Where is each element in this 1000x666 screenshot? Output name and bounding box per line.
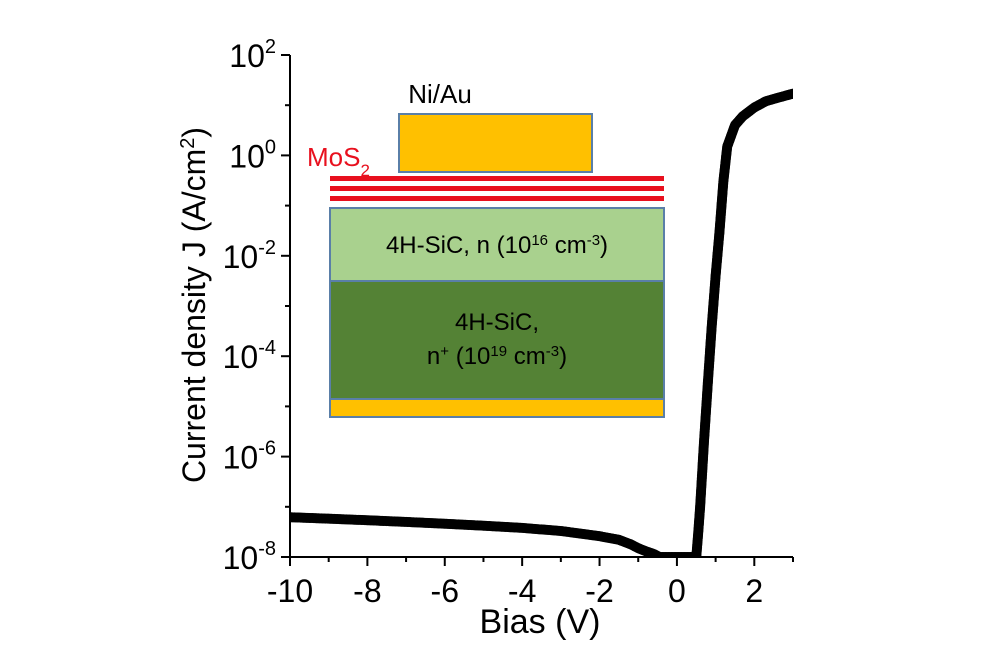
y-tick-label: 10 — [229, 38, 265, 74]
nplus-layer — [329, 280, 665, 400]
x-tick-label: -4 — [508, 573, 536, 609]
x-tick-label: -10 — [267, 573, 313, 609]
top-contact — [398, 113, 593, 173]
y-tick-label: 10 — [223, 440, 259, 476]
mos2-label: MoS2 — [307, 142, 370, 180]
mos2-layers — [330, 176, 664, 201]
y-axis-title: Current density J (A/cm2) — [176, 127, 212, 483]
bottom-contact — [329, 398, 665, 418]
data-series — [290, 88, 793, 557]
y-tick-label: 10 — [229, 138, 265, 174]
y-tick-exponent: -4 — [258, 337, 276, 359]
mos2-layer — [330, 176, 664, 181]
nplus-layer-label-line1: 4H-SiC, — [455, 309, 539, 336]
y-tick-label: 10 — [223, 540, 259, 576]
y-tick-exponent: -6 — [258, 438, 276, 460]
nplus-layer-label-line2: n+ (1019 cm-3) — [427, 343, 567, 371]
x-tick-label: -2 — [585, 573, 613, 609]
device-schematic: Ni/Au MoS2 4H-SiC, n (1016 cm-3) 4H-SiC,… — [307, 79, 665, 418]
n-layer-label: 4H-SiC, n (1016 cm-3) — [386, 232, 608, 260]
y-tick-label: 10 — [223, 339, 259, 375]
y-tick-label: 10 — [223, 239, 259, 275]
x-tick-label: 2 — [745, 573, 763, 609]
y-tick-exponent: 2 — [265, 36, 276, 58]
contact-label: Ni/Au — [408, 79, 472, 109]
mos2-layer — [330, 196, 664, 201]
y-tick-exponent: -8 — [258, 538, 276, 560]
x-tick-label: -6 — [431, 573, 459, 609]
n-layer — [329, 207, 665, 282]
mos2-layer — [330, 186, 664, 191]
data-point — [788, 88, 793, 99]
y-tick-exponent: 0 — [265, 136, 276, 158]
y-tick-exponent: -2 — [258, 237, 276, 259]
x-axis-title: Bias (V) — [480, 603, 601, 641]
x-tick-label: -8 — [353, 573, 381, 609]
x-tick-label: 0 — [668, 573, 686, 609]
